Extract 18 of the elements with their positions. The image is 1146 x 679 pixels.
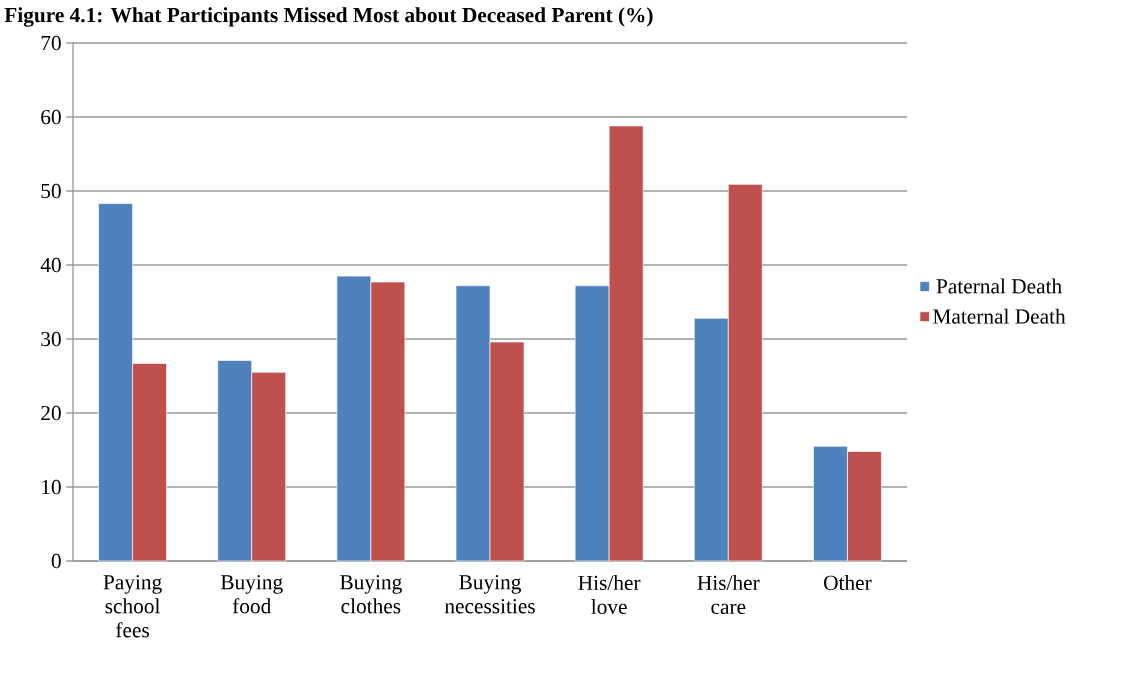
y-tick-label: 50 xyxy=(41,183,61,199)
x-tick-label: His/her care xyxy=(697,575,760,615)
y-tick-label: 0 xyxy=(51,553,61,569)
y-tick-label: 70 xyxy=(41,35,61,51)
y-tick-label: 30 xyxy=(41,331,61,347)
y-tick-label: 20 xyxy=(41,405,61,421)
x-tick-label: Buying necessities xyxy=(444,575,535,614)
legend-label: Maternal Death xyxy=(933,308,1066,324)
x-tick-label: Other xyxy=(824,575,872,591)
x-tick-label: His/her love xyxy=(578,575,641,615)
x-tick-label: Paying school fees xyxy=(103,575,162,638)
x-tick-label: Buying clothes xyxy=(340,575,402,614)
y-tick-label: 40 xyxy=(40,257,61,273)
y-tick-label: 10 xyxy=(42,479,61,495)
y-tick-label: 60 xyxy=(41,109,61,125)
x-tick-label: Buying food xyxy=(220,575,283,614)
legend-label: Paternal Death xyxy=(936,278,1062,294)
chart-title: Figure 4.1: What Participants Missed Most about Deceased Parent (%) xyxy=(4,7,653,27)
